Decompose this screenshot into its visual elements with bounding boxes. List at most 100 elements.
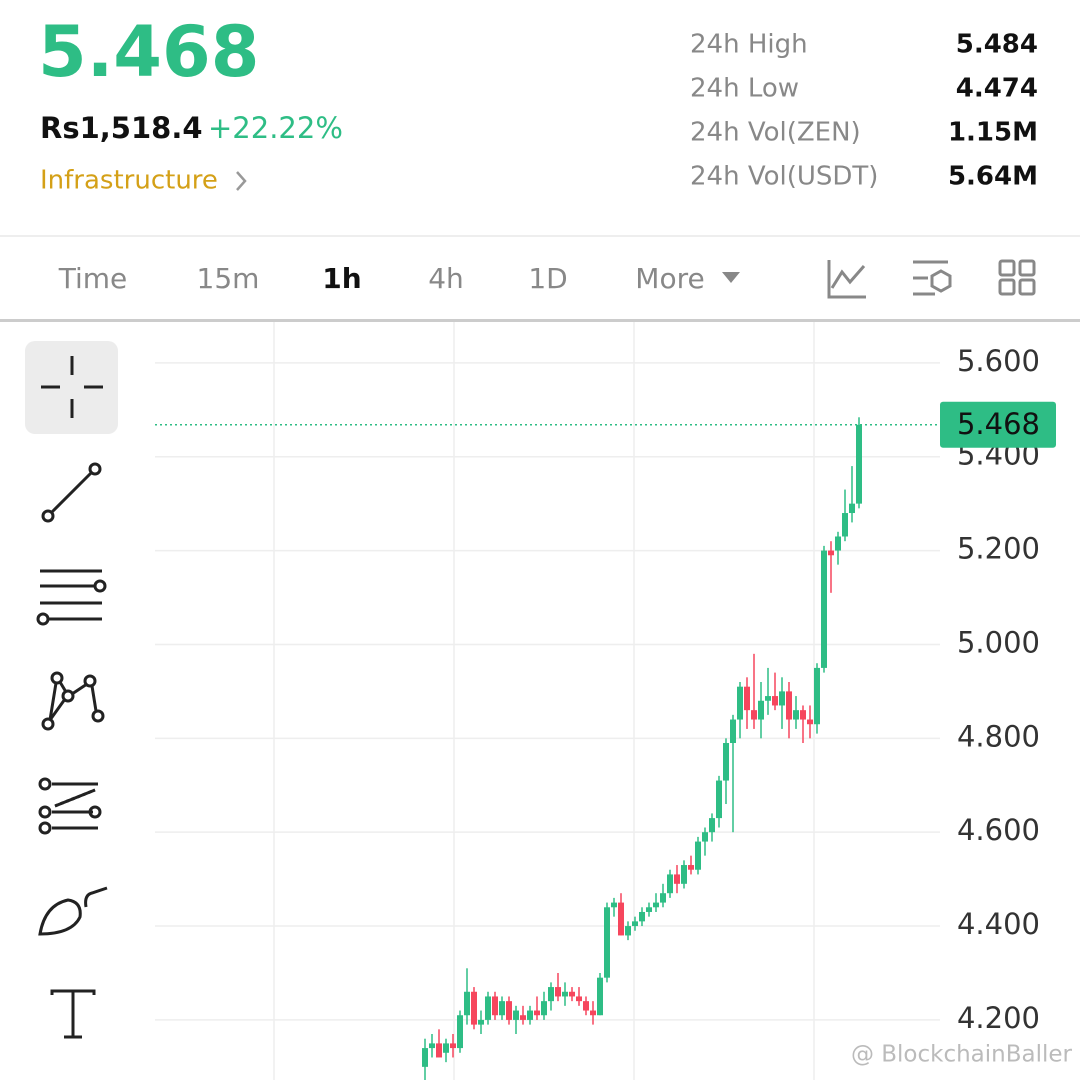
- candle-body: [772, 696, 778, 706]
- candle-body: [527, 1010, 533, 1020]
- candle-body: [849, 503, 855, 514]
- stats: 24h High 5.484 24h Low 4.474 24h Vol(ZEN) 1.1…: [690, 30, 1038, 192]
- candle-body: [590, 1010, 596, 1016]
- candle-body: [485, 996, 491, 1020]
- stat-value: 5.64M: [948, 162, 1038, 192]
- tab[interactable]: 4h: [428, 262, 464, 295]
- candle-body: [842, 513, 848, 537]
- chart-type-icon[interactable]: [827, 260, 866, 299]
- y-tick-label: 4.400: [957, 907, 1040, 941]
- category[interactable]: Infrastructure: [40, 166, 218, 196]
- candle-body: [730, 719, 736, 744]
- candle-body: [660, 893, 666, 903]
- candle-body: [744, 686, 750, 711]
- y-tick-label: 5.000: [957, 625, 1040, 659]
- candle-body: [800, 710, 806, 720]
- candle-body: [625, 926, 631, 936]
- crosshair-icon: [41, 356, 103, 418]
- candle-body: [499, 1001, 505, 1016]
- price: 5.468: [38, 11, 259, 93]
- candle-body: [569, 991, 575, 997]
- candle-body: [429, 1043, 435, 1049]
- candle-body: [632, 921, 638, 927]
- tab[interactable]: 1h: [322, 262, 361, 295]
- candle-body: [828, 550, 834, 556]
- more-caret[interactable]: [722, 272, 740, 283]
- candle-body: [786, 691, 792, 720]
- candle-body: [639, 911, 645, 922]
- candle-body: [534, 1010, 540, 1016]
- candle-body: [541, 1001, 547, 1016]
- tab[interactable]: Time: [58, 262, 128, 295]
- watermark: @ BlockchainBaller: [851, 1042, 1073, 1068]
- candle-body: [562, 991, 568, 997]
- candle-body: [478, 1019, 484, 1025]
- fib-tool[interactable]: [38, 777, 102, 835]
- layout-icon[interactable]: [998, 259, 1036, 296]
- brush-tool[interactable]: [38, 886, 108, 936]
- candle-body: [835, 536, 841, 551]
- candle-body: [695, 841, 701, 870]
- stat-value: 4.474: [956, 74, 1038, 104]
- candle-body: [471, 991, 477, 1025]
- candle-body: [492, 996, 498, 1016]
- candle-body: [716, 780, 722, 819]
- fiat-price: Rs1,518.4: [40, 111, 203, 145]
- tab[interactable]: 1D: [528, 262, 567, 295]
- candle-body: [765, 696, 771, 701]
- candle-body: [688, 865, 694, 870]
- candle-body: [520, 1015, 526, 1020]
- candle-body: [723, 743, 729, 781]
- stat-label: 24h Vol(USDT): [690, 162, 878, 192]
- candle-body: [667, 874, 673, 894]
- candles: [422, 417, 862, 1080]
- candle-body: [513, 1010, 519, 1020]
- candle-body: [646, 907, 652, 912]
- tab-border: [0, 319, 1080, 322]
- vertical-grid: [273, 322, 815, 1080]
- candle-body: [443, 1043, 449, 1053]
- parallel-tool[interactable]: [36, 569, 107, 626]
- stat-label: 24h High: [690, 30, 808, 60]
- last-price-tag: [940, 401, 1056, 448]
- candle-body: [751, 710, 757, 720]
- tab[interactable]: 15m: [197, 262, 260, 295]
- y-tick-label: 4.600: [957, 813, 1040, 847]
- candle-body: [737, 686, 743, 720]
- line-tool[interactable]: [41, 462, 102, 523]
- candle-body: [604, 907, 610, 978]
- candle-body: [702, 832, 708, 842]
- crosshair-tool[interactable]: [25, 341, 118, 434]
- stat-label: 24h Low: [690, 74, 799, 104]
- indicator-icon[interactable]: [913, 260, 952, 296]
- y-tick-label: 5.200: [957, 532, 1040, 566]
- candle-body: [611, 902, 617, 908]
- pattern-tool[interactable]: [41, 671, 105, 731]
- candle-body: [576, 996, 582, 1002]
- last-price-label: 5.468: [957, 407, 1040, 441]
- candle-body: [779, 691, 785, 706]
- y-tick-label: 4.200: [957, 1001, 1040, 1035]
- text-tool[interactable]: [50, 989, 96, 1039]
- candle-body: [457, 1015, 463, 1049]
- y-tick-label: 4.800: [957, 719, 1040, 753]
- candle-body: [681, 865, 687, 884]
- candle-body: [450, 1043, 456, 1049]
- tab[interactable]: More: [635, 262, 704, 295]
- stat-value: 5.484: [956, 30, 1038, 60]
- candle-body: [548, 987, 554, 1002]
- candle-body: [814, 667, 820, 725]
- overlay: 5.468: [155, 401, 1056, 448]
- candle-body: [583, 1001, 589, 1011]
- candle-body: [464, 991, 470, 1016]
- stat-value: 1.15M: [948, 118, 1038, 148]
- candle-body: [807, 719, 813, 725]
- candle-body: [506, 1001, 512, 1020]
- candle-body: [793, 710, 799, 720]
- candle-body: [422, 1048, 428, 1067]
- chevron: [236, 171, 247, 191]
- candle-body: [674, 874, 680, 884]
- candle-body: [821, 550, 827, 668]
